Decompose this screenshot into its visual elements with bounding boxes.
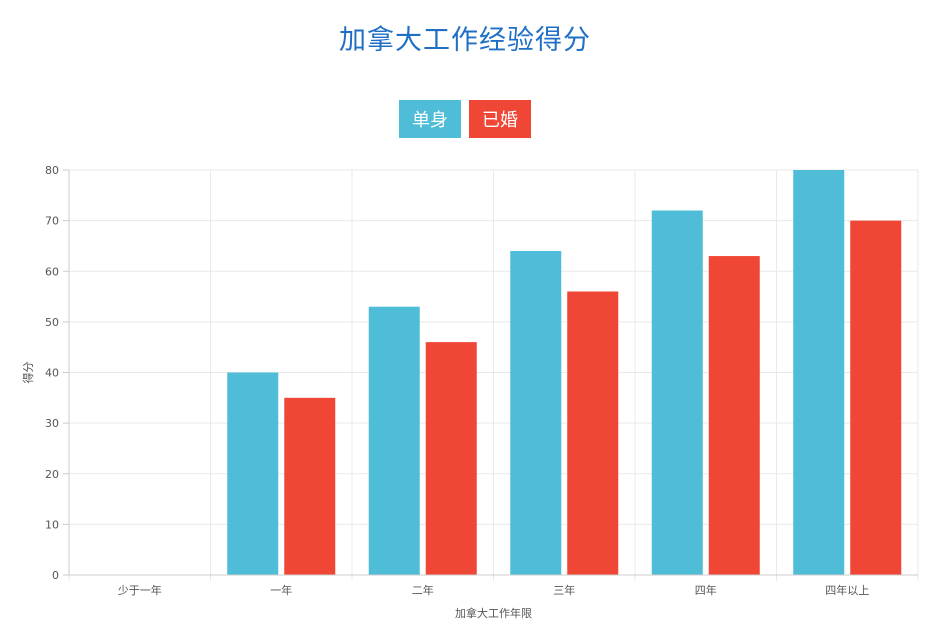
bar-single[interactable]: [651, 210, 703, 576]
y-tick-label: 70: [45, 215, 59, 228]
bar-married[interactable]: [425, 342, 477, 575]
x-tick-label: 三年: [553, 583, 575, 597]
x-tick-label: 四年: [695, 583, 717, 597]
bar-married[interactable]: [850, 220, 902, 575]
x-axis: 少于一年 一年 二年 三年 四年 四年以上: [69, 574, 918, 597]
y-axis-title: 得分: [22, 362, 35, 384]
y-tick-label: 0: [52, 569, 59, 582]
legend-item-single[interactable]: 单身: [399, 100, 461, 138]
x-tick-label: 少于一年: [118, 583, 162, 597]
x-tick-label: 一年: [270, 583, 292, 597]
grid-lines: [68, 169, 919, 581]
y-tick-label: 30: [45, 417, 59, 430]
y-tick-label: 20: [45, 468, 59, 481]
y-tick-label: 40: [45, 367, 59, 380]
chart-title: 加拿大工作经验得分: [339, 25, 591, 56]
bar-married[interactable]: [708, 256, 760, 575]
bar-married[interactable]: [567, 291, 619, 576]
y-tick-label: 60: [45, 265, 59, 278]
y-tick-label: 50: [45, 316, 59, 329]
bar-married[interactable]: [284, 397, 336, 575]
y-tick-label: 10: [45, 518, 59, 531]
y-tick-label: 80: [45, 164, 59, 177]
bar-single[interactable]: [510, 251, 562, 575]
x-tick-label: 四年以上: [825, 583, 869, 597]
legend-item-married[interactable]: 已婚: [469, 100, 531, 138]
bars: [227, 170, 902, 576]
y-axis: 0 10 20 30 40 50 60 70 80: [45, 164, 70, 582]
x-tick-label: 二年: [412, 583, 434, 597]
x-axis-title: 加拿大工作年限: [455, 606, 532, 620]
bar-single[interactable]: [793, 170, 845, 575]
legend: 单身 已婚: [0, 100, 930, 138]
bar-single[interactable]: [227, 372, 279, 576]
bar-single[interactable]: [368, 306, 420, 575]
